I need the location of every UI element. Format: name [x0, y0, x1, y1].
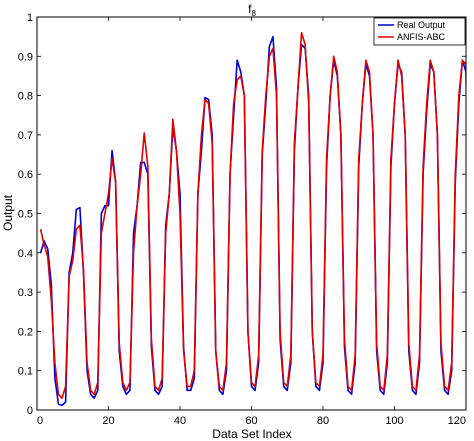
y-tick-label: 0.3 — [18, 287, 33, 299]
y-tick-label: 1 — [27, 12, 33, 24]
y-tick-label: 0.8 — [18, 91, 33, 103]
x-tick-label: 120 — [448, 415, 466, 427]
legend-label-anfis-abc: ANFIS-ABC — [397, 32, 446, 42]
x-axis-label: Data Set Index — [212, 427, 291, 441]
legend: Real Output ANFIS-ABC — [373, 17, 466, 46]
x-tick-label: 0 — [37, 415, 43, 427]
series-layer — [39, 31, 466, 407]
y-tick-label: 0.6 — [18, 169, 33, 181]
series-line-anfis-abc — [39, 31, 466, 400]
chart-title: f8 — [248, 2, 256, 18]
y-tick-label: 0.7 — [18, 130, 33, 142]
chart-title-main: f — [248, 2, 252, 16]
x-tick-label: 20 — [102, 415, 114, 427]
y-tick-label: 0.2 — [18, 326, 33, 338]
legend-label-real-output: Real Output — [397, 20, 446, 30]
legend-box — [373, 17, 466, 46]
x-tick-label: 80 — [317, 415, 329, 427]
y-tick-label: 0.5 — [18, 209, 33, 221]
x-tick-label: 60 — [245, 415, 257, 427]
y-tick-label: 0 — [27, 405, 33, 417]
y-tick-label: 0.1 — [18, 366, 33, 378]
ticks-layer: 0 20 40 60 80 100 120 0 0.1 0.2 0.3 0.4 0.5 0.6 0.7 0.8… — [18, 12, 467, 427]
y-tick-label: 0.9 — [18, 51, 33, 63]
y-axis-label: Output — [1, 194, 15, 231]
plot-area — [37, 17, 466, 410]
x-tick-label: 40 — [174, 415, 186, 427]
x-tick-label: 100 — [385, 415, 403, 427]
chart-title-subscript: 8 — [251, 9, 256, 18]
y-tick-label: 0.4 — [18, 248, 33, 260]
